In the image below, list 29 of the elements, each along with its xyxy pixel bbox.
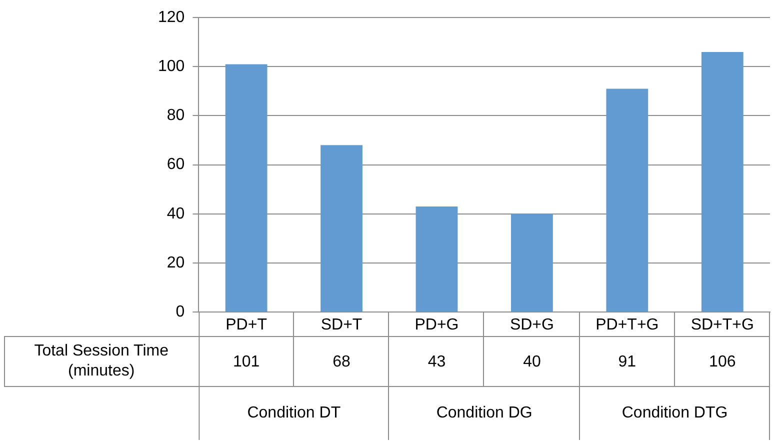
bar	[320, 145, 362, 312]
y-tick-label: 0	[176, 303, 185, 320]
x-tick-label: SD+T+G	[690, 316, 754, 334]
data-label: 40	[523, 353, 541, 370]
data-label: 91	[618, 353, 636, 370]
bar	[416, 206, 458, 312]
data-label: 43	[428, 353, 446, 370]
x-tick-label: PD+T	[226, 316, 268, 334]
bar	[701, 52, 744, 312]
data-label: 68	[332, 353, 351, 370]
bar	[511, 214, 553, 312]
data-label: 101	[232, 353, 260, 370]
x-tick-label: PD+G	[414, 316, 459, 334]
y-tick-label: 120	[158, 9, 185, 26]
y-tick-label: 60	[166, 156, 185, 174]
text: Condition DTG	[622, 404, 728, 422]
y-tick-label: 40	[166, 205, 185, 222]
y-tick-label: 80	[166, 107, 185, 124]
text: Total Session Time (minutes)	[34, 342, 169, 380]
x-tick-label: SD+T	[320, 316, 362, 334]
text: Condition DT	[247, 404, 341, 422]
x-tick-label: SD+G	[510, 316, 554, 334]
bar	[606, 88, 648, 312]
x-tick-label: PD+T+G	[596, 316, 659, 334]
y-tick-label: 20	[166, 254, 185, 272]
bar	[225, 64, 268, 312]
data-label: 106	[709, 353, 736, 370]
y-tick-label: 100	[158, 58, 185, 76]
text: Condition DG	[436, 404, 532, 422]
